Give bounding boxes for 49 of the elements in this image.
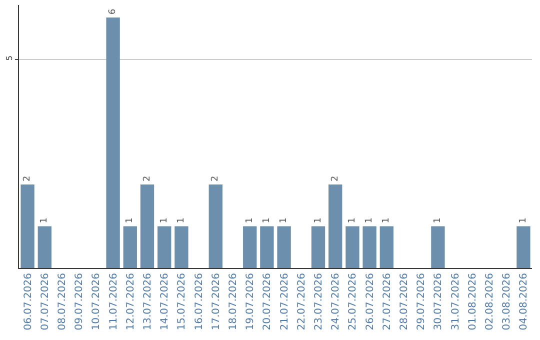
data-label: 1 [313, 218, 324, 224]
data-label: 1 [159, 218, 170, 224]
data-label: 1 [279, 218, 290, 224]
x-tick-label: 18.07.2026 [228, 273, 239, 330]
data-label: 2 [142, 176, 152, 182]
data-label: 1 [518, 218, 528, 224]
x-tick-label: 25.07.2026 [348, 273, 359, 330]
x-tick-label: 14.07.2026 [160, 273, 171, 330]
x-tick-label: 20.07.2026 [262, 273, 274, 330]
x-tick-label: 11.07.2026 [108, 273, 120, 330]
x-tick-label: 10.07.2026 [91, 273, 102, 330]
x-tick-label: 08.07.2026 [57, 273, 68, 330]
x-tick-label: 17.07.2026 [210, 273, 222, 330]
x-tick-label: 28.07.2026 [399, 273, 410, 330]
x-tick-label: 12.07.2026 [125, 273, 136, 330]
x-tick-label: 24.07.2026 [330, 273, 342, 330]
x-tick-label: 03.08.2026 [502, 273, 513, 330]
data-label: 1 [244, 218, 255, 224]
data-label: 1 [176, 218, 186, 224]
data-label: 2 [22, 176, 33, 182]
x-tick-label: 23.07.2026 [314, 273, 324, 330]
x-tick-label: 01.08.2026 [467, 273, 478, 330]
data-label: 2 [330, 176, 340, 182]
data-label: 1 [262, 218, 272, 224]
x-tick-label: 13.07.2026 [142, 273, 154, 330]
x-tick-label: 21.07.2026 [279, 273, 290, 330]
data-label: 1 [40, 218, 50, 224]
x-tick-label: 04.08.2026 [518, 273, 530, 330]
data-label: 2 [210, 176, 221, 182]
x-tick-label: 15.07.2026 [176, 273, 188, 330]
y-tick-label: 5 [4, 56, 14, 61]
x-tick-label: 02.08.2026 [484, 273, 496, 330]
x-tick-label: 29.07.2026 [416, 273, 428, 330]
x-tick-label: 27.07.2026 [382, 273, 393, 330]
x-tick-label: 07.07.2026 [40, 273, 51, 330]
data-label: 1 [382, 218, 392, 224]
x-tick-label: 16.07.2026 [194, 273, 205, 330]
data-label: 1 [347, 218, 358, 224]
x-tick-label: 26.07.2026 [364, 273, 376, 330]
x-tick-label: 31.07.2026 [450, 273, 462, 330]
x-tick-label: 30.07.2026 [433, 273, 444, 330]
x-tick-label: 09.07.2026 [74, 273, 86, 330]
data-label: 6 [108, 8, 118, 15]
data-label: 1 [364, 218, 375, 224]
data-label: 1 [432, 218, 443, 224]
x-tick-label: 19.07.2026 [245, 273, 256, 330]
data-label: 1 [125, 218, 136, 224]
x-tick-label: 06.07.2026 [22, 273, 34, 330]
x-tick-label: 22.07.2026 [296, 273, 308, 330]
